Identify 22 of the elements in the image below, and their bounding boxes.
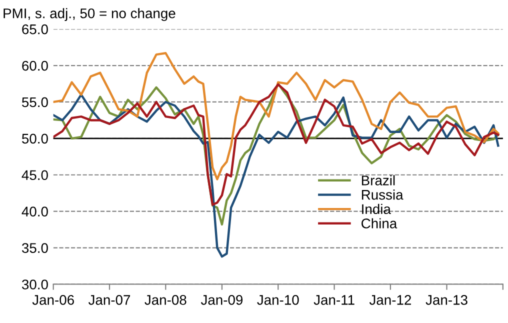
y-tick-label: 40.0 bbox=[22, 206, 48, 217]
y-tick-label: 60.0 bbox=[22, 60, 48, 71]
x-tick-label: Jan-11 bbox=[314, 295, 354, 305]
legend-label: Russia bbox=[362, 190, 404, 200]
x-tick-label: Jan-13 bbox=[426, 295, 468, 305]
x-tick-label: Jan-06 bbox=[32, 295, 74, 305]
x-tick-label: Jan-08 bbox=[144, 295, 186, 305]
legend-label: China bbox=[362, 218, 398, 228]
x-tick-label: Jan-07 bbox=[88, 295, 130, 305]
y-tick-label: 45.0 bbox=[22, 170, 48, 180]
x-tick-label: Jan-12 bbox=[369, 295, 411, 305]
legend-label: India bbox=[362, 204, 391, 214]
y-tick-label: 30.0 bbox=[22, 280, 48, 290]
legend-label: Brazil bbox=[362, 175, 395, 186]
line-series bbox=[53, 94, 500, 258]
chart-title: PMI, s. adj., 50 = no change bbox=[4, 8, 176, 22]
x-tick-label: Jan-09 bbox=[200, 295, 243, 305]
y-tick-label: 65.0 bbox=[22, 24, 48, 34]
x-tick-label: Jan-10 bbox=[257, 295, 299, 305]
y-tick-label: 35.0 bbox=[22, 243, 48, 253]
y-tick-label: 50.0 bbox=[22, 134, 48, 144]
y-tick-label: 55.0 bbox=[22, 97, 48, 108]
